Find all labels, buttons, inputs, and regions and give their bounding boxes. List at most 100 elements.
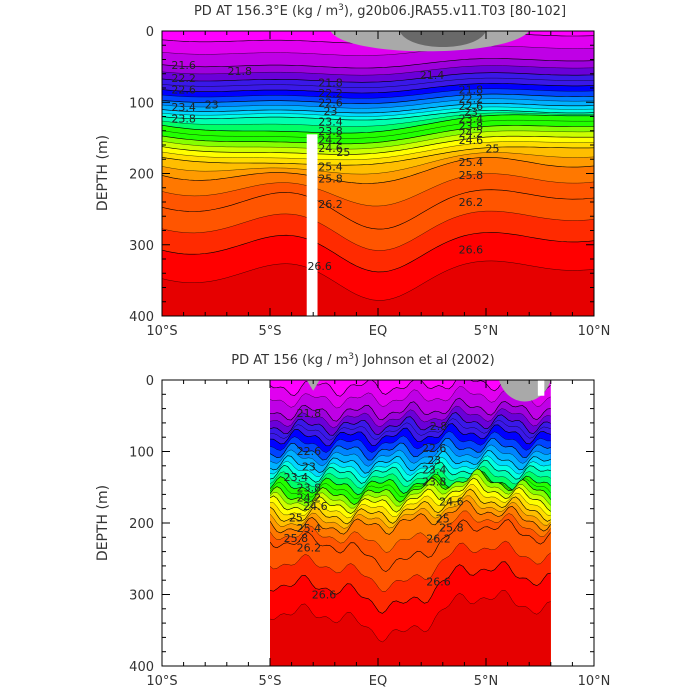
x-tick-label: 10°S — [146, 674, 177, 689]
contour-label: 24.6 — [303, 500, 328, 513]
contour-label: 23.8 — [422, 476, 447, 489]
contour-label: 22.2 — [171, 72, 196, 85]
contour-label: 21.6 — [171, 59, 196, 72]
contour-label: 25.4 — [318, 160, 343, 173]
isopycnal-contour — [270, 450, 551, 474]
contour-label: 2.8 — [430, 420, 448, 433]
contour-label: 25.8 — [318, 173, 343, 186]
isopycnal-contour — [162, 232, 594, 273]
contour-label: 23.8 — [459, 120, 484, 133]
y-tick-label: 400 — [129, 310, 154, 325]
isopycnal-contour — [162, 106, 594, 117]
isopycnal-contour — [270, 431, 551, 453]
contour-label: 24.2 — [297, 491, 322, 504]
top-panel-y-axis-label: DEPTH (m) — [95, 135, 111, 211]
contour-label: 26.2 — [426, 533, 451, 546]
isopycnal-contour — [162, 65, 594, 76]
x-tick-label: 5°N — [474, 674, 499, 689]
contour-label: 25.4 — [297, 522, 322, 535]
contour-label: 22.6 — [318, 96, 343, 109]
contour-label: 23 — [464, 106, 478, 119]
contour-label: 21.8 — [228, 65, 253, 78]
isopycnal-contour — [162, 110, 594, 121]
isopycnal-contour — [162, 58, 594, 69]
contour-label: 21.8 — [297, 407, 322, 420]
contour-label: 25.8 — [439, 521, 464, 534]
isopycnal-contour — [270, 418, 551, 441]
isopycnal-contour — [162, 152, 594, 175]
contour-label: 23 — [302, 461, 316, 474]
isopycnal-contour — [162, 72, 594, 83]
contour-label: 22.6 — [459, 100, 484, 113]
y-tick-label: 300 — [129, 589, 154, 604]
isopycnal-contour — [270, 495, 551, 529]
isopycnal-contour — [162, 88, 594, 99]
top-panel-ticks: 10°S 5°S EQ 5°N 10°N 0 100 200 300 400 — [129, 25, 610, 339]
isopycnal-contour — [270, 455, 551, 478]
isopycnal-contour — [162, 83, 594, 94]
contour-label: 24.6 — [318, 142, 343, 155]
y-tick-label: 100 — [129, 446, 154, 461]
lowest-density-patch — [399, 31, 486, 48]
contour-label: 22.2 — [318, 87, 343, 100]
density-field — [162, 31, 594, 316]
isopycnal-contour — [270, 444, 551, 467]
isopycnal-contour — [162, 93, 594, 105]
contour-label: 24.6 — [459, 134, 484, 147]
contour-label: 25 — [436, 513, 450, 526]
isopycnal-contour — [270, 468, 551, 506]
isopycnal-contour — [270, 470, 551, 496]
isopycnal-contour — [162, 120, 594, 139]
isopycnal-contour — [270, 540, 551, 592]
y-tick-label: 0 — [146, 25, 154, 40]
contour-label: 22.6 — [297, 445, 322, 458]
isopycnal-contour — [270, 437, 551, 461]
isopycnal-contour — [270, 477, 551, 515]
isopycnal-contour — [270, 488, 551, 525]
isopycnal-contour — [270, 465, 551, 489]
contour-label: 26.6 — [459, 244, 484, 257]
top-panel-title: PD AT 156.3°E (kg / m3), g20b06.JRA55.v1… — [194, 3, 566, 19]
low-density-patch — [306, 380, 320, 391]
isopycnal-contour — [270, 499, 551, 535]
contour-label: 23.4 — [422, 463, 447, 476]
isopycnal-contour — [162, 189, 594, 230]
contour-label: 25 — [486, 143, 500, 156]
bottom-panel: PD AT 156 (kg / m3) Johnson et al (2002)… — [95, 352, 610, 689]
contour-label: 26.2 — [459, 196, 484, 209]
y-tick-label: 300 — [129, 239, 154, 254]
isopycnal-contour — [162, 146, 594, 166]
isopycnal-contour — [162, 141, 594, 160]
masked-column — [537, 380, 545, 396]
low-density-patch — [498, 380, 551, 402]
contour-label: 23.4 — [459, 113, 484, 126]
isopycnal-contour — [270, 474, 551, 509]
contour-label: 26.2 — [318, 198, 343, 211]
contour-label: 23.8 — [297, 481, 322, 494]
isopycnal-contour — [162, 114, 594, 134]
isopycnal-contour — [162, 103, 594, 114]
y-tick-label: 100 — [129, 96, 154, 111]
y-tick-label: 400 — [129, 660, 154, 675]
isopycnal-contour — [162, 135, 594, 155]
isopycnal-contour — [270, 519, 551, 573]
isopycnal-contour — [270, 412, 551, 436]
top-panel: PD AT 156.3°E (kg / m3), g20b06.JRA55.v1… — [95, 3, 610, 339]
contour-label: 26.6 — [426, 576, 451, 589]
x-tick-label: 5°S — [258, 324, 281, 339]
contour-label: 21.8 — [459, 83, 484, 96]
contour-label: 24.2 — [318, 133, 343, 146]
contour-label: 25 — [336, 146, 350, 159]
bottom-panel-y-axis-label: DEPTH (m) — [95, 485, 111, 561]
bottom-panel-plot-area: 21.822.62323.423.824.224.62525.425.826.2… — [270, 380, 551, 666]
contour-label: 23.4 — [171, 101, 196, 114]
contour-label: 22.6 — [422, 442, 447, 455]
isopycnal-contour — [270, 561, 551, 614]
contour-label: 23 — [427, 454, 441, 467]
isopycnal-contour — [162, 45, 594, 56]
isopycnal-contour — [270, 397, 551, 422]
isopycnal-contour — [162, 157, 594, 184]
x-tick-label: 10°S — [146, 324, 177, 339]
x-tick-label: 5°N — [474, 324, 499, 339]
